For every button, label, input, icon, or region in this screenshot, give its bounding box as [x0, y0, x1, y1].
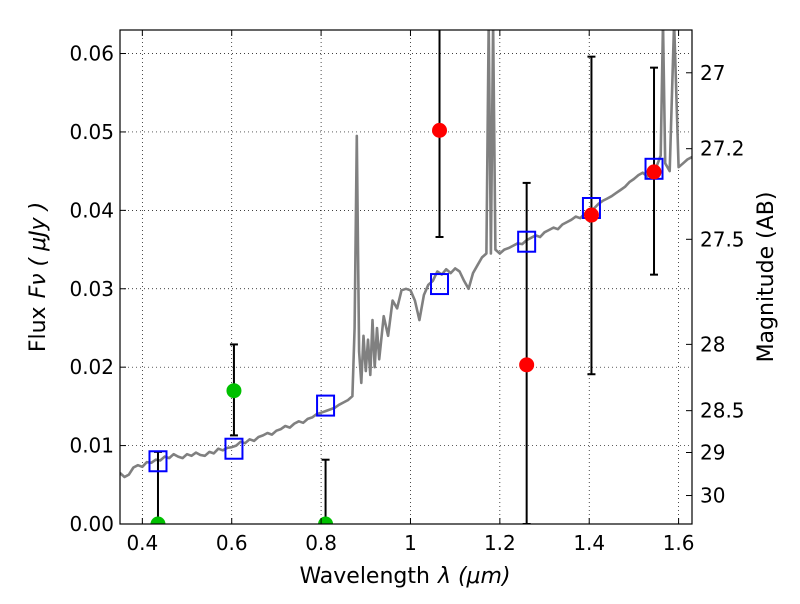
y2-tick-label: 27 — [700, 61, 725, 85]
x-tick-label: 1.2 — [484, 531, 516, 555]
axis-ticks: 0.4 0.6 0.8 1 1.2 1.4 1.6 0.00 0.01 0.02 0.03 0.04 0… — [69, 30, 745, 555]
y-tick-label: 0.04 — [69, 198, 114, 222]
y-axis-label-text: Flux — [26, 306, 51, 352]
x-tick-label: 1.6 — [663, 531, 695, 555]
y2-axis-label: Magnitude (AB) — [754, 192, 779, 363]
x-axis-label: Wavelength λ (μm) — [299, 564, 510, 589]
x-tick-label: 0.4 — [126, 531, 158, 555]
observed-flux-point — [432, 122, 448, 138]
y-axis-label: Flux Fν ( μJy ) — [26, 202, 51, 352]
observed-flux-point — [646, 164, 662, 180]
observed-flux-point — [583, 207, 599, 223]
model-flux-square — [517, 230, 537, 253]
y2-tick-label: 28 — [700, 332, 725, 356]
y2-tick-label: 27.2 — [700, 137, 745, 161]
x-axis-label-math: λ (μm) — [437, 564, 511, 589]
model-flux-square — [316, 394, 336, 417]
x-tick-label: 1.4 — [573, 531, 605, 555]
y2-tick-label: 28.5 — [700, 399, 745, 423]
plot-frame — [119, 29, 693, 525]
x-axis-label-text: Wavelength — [299, 564, 430, 589]
x-tick-label: 0.8 — [305, 531, 337, 555]
model-flux-square — [148, 450, 168, 473]
x-tick-label: 0.6 — [216, 531, 248, 555]
y2-tick-label: 30 — [700, 484, 725, 508]
optical-flux-point — [318, 516, 334, 524]
model-flux-square — [224, 437, 244, 460]
y-tick-label: 0.02 — [69, 355, 114, 379]
optical-flux-point — [150, 516, 166, 524]
plot-area — [120, 30, 692, 524]
observed-flux-point — [519, 357, 535, 373]
optical-flux-point — [226, 383, 242, 399]
axis-labels: Wavelength λ (μm) Flux Fν ( μJy ) Magnitud… — [26, 192, 779, 589]
y-axis-label-math: Fν ( μJy ) — [26, 202, 51, 299]
y-tick-label: 0.00 — [69, 512, 114, 536]
y-tick-label: 0.05 — [69, 120, 114, 144]
x-tick-label: 1 — [404, 531, 417, 555]
y-tick-label: 0.01 — [69, 434, 114, 458]
model-flux-square — [430, 273, 450, 296]
y2-tick-label: 29 — [700, 440, 725, 464]
model-spectrum-line — [120, 30, 692, 479]
y2-tick-label: 27.5 — [700, 227, 745, 251]
markers-layer — [148, 122, 664, 524]
y-tick-label: 0.06 — [69, 42, 114, 66]
y-tick-label: 0.03 — [69, 277, 114, 301]
model-spectrum-layer — [120, 30, 692, 479]
